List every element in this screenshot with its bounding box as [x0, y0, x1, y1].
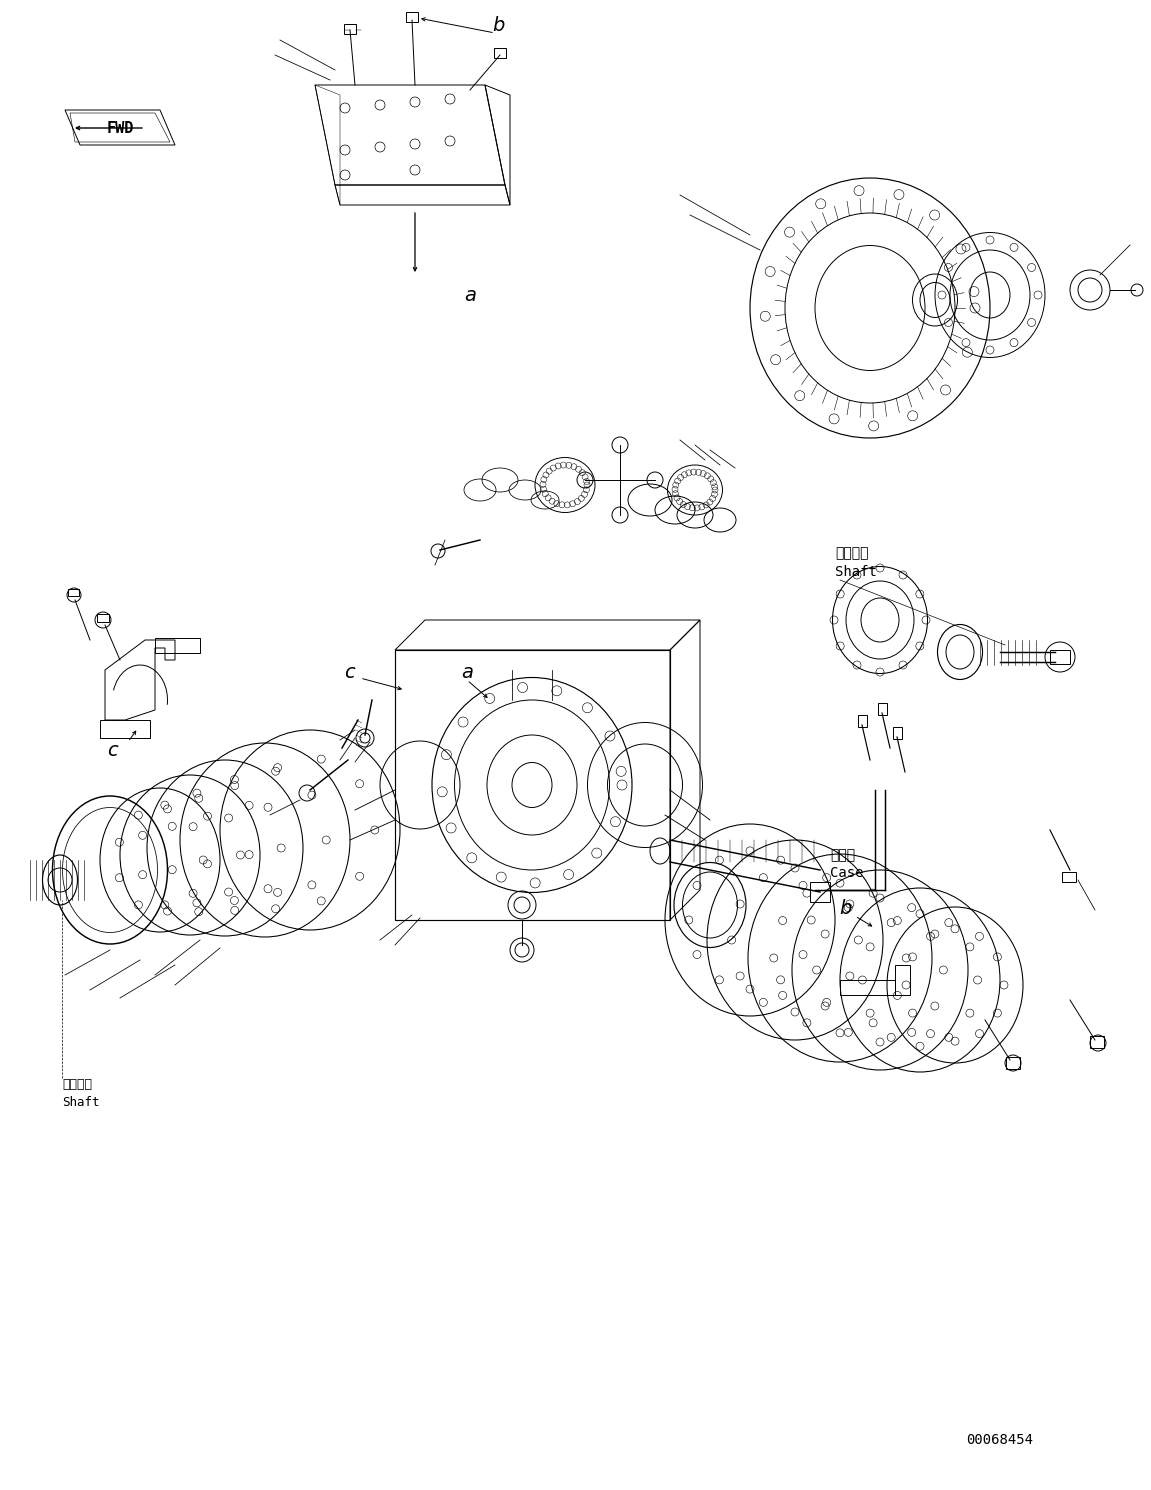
Bar [1050, 650, 1070, 665]
Bar [1090, 1036, 1104, 1047]
Text: 00068454: 00068454 [967, 1433, 1034, 1447]
Bar [810, 882, 830, 901]
Bar [857, 715, 867, 727]
Text: Shaft: Shaft [62, 1097, 99, 1110]
Text: Case: Case [830, 866, 863, 881]
Text: a: a [464, 286, 477, 304]
Bar [1062, 872, 1076, 882]
Bar [840, 980, 895, 995]
Bar [893, 727, 902, 739]
Bar [1006, 1056, 1020, 1068]
Bar [155, 638, 200, 653]
Bar [895, 966, 910, 995]
Text: シャフト: シャフト [62, 1079, 92, 1092]
Text: FWD: FWD [106, 121, 134, 136]
Bar [97, 614, 109, 621]
Bar [100, 720, 150, 738]
Bar [878, 703, 887, 715]
Text: b: b [491, 15, 504, 34]
Text: Shaft: Shaft [834, 565, 877, 580]
Bar [406, 12, 418, 22]
Bar [494, 48, 506, 58]
Text: b: b [839, 898, 852, 918]
Text: シャフト: シャフト [834, 545, 869, 560]
Bar [68, 589, 79, 596]
Bar [344, 24, 356, 34]
Text: ケース: ケース [830, 848, 855, 863]
Text: c: c [344, 663, 355, 681]
Text: c: c [107, 741, 117, 760]
Text: a: a [462, 663, 473, 681]
